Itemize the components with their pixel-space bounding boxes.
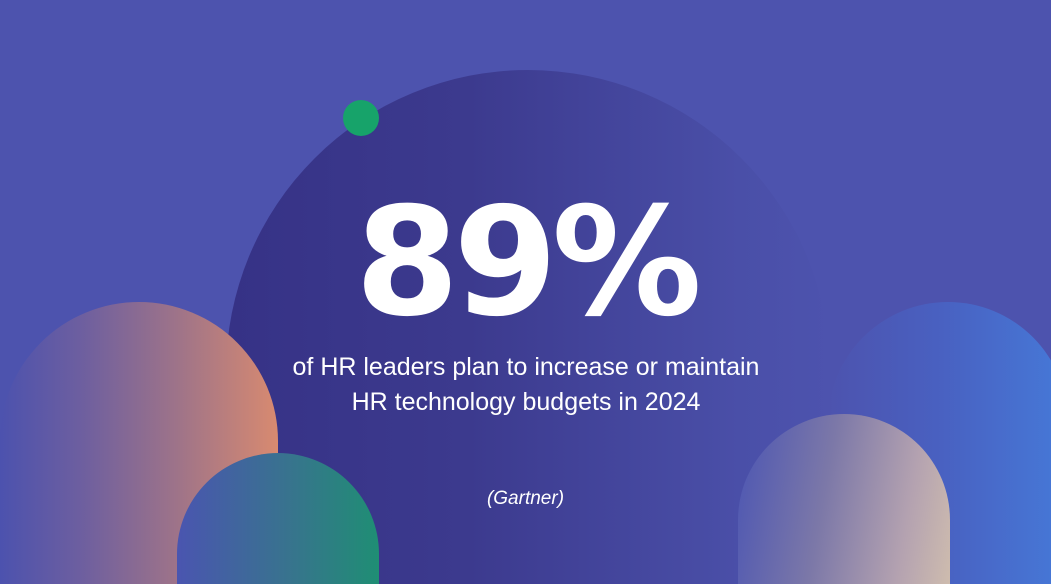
sand-arch-shape (738, 414, 950, 584)
stat-source: (Gartner) (486, 488, 565, 509)
green-dot-icon (343, 100, 379, 136)
stat-description: of HR leaders plan to increase or mainta… (292, 353, 760, 416)
stat-value: 89% (354, 176, 702, 350)
